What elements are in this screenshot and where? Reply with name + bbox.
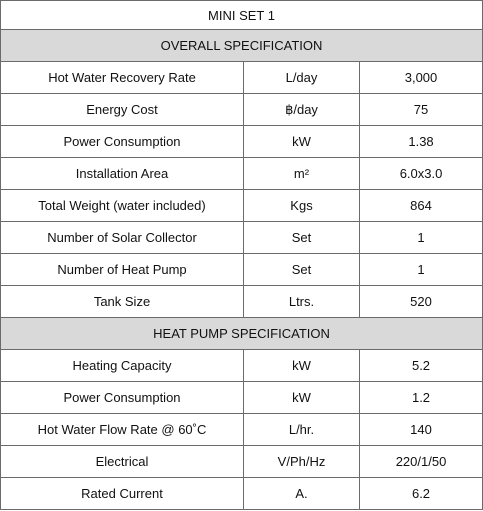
spec-unit: Ltrs. (243, 285, 360, 318)
spec-unit: L/hr. (243, 413, 360, 446)
spec-name: Tank Size (0, 285, 244, 318)
spec-row: Hot Water Recovery Rate L/day 3,000 (0, 61, 483, 94)
spec-row: Number of Solar Collector Set 1 (0, 221, 483, 254)
spec-name: Power Consumption (0, 381, 244, 414)
spec-row: Electrical V/Ph/Hz 220/1/50 (0, 445, 483, 478)
spec-row: Power Consumption kW 1.38 (0, 125, 483, 158)
spec-unit: kW (243, 381, 360, 414)
spec-value: 75 (358, 93, 483, 126)
spec-value: 864 (358, 189, 483, 222)
spec-name: Installation Area (0, 157, 244, 190)
spec-row: Total Weight (water included) Kgs 864 (0, 189, 483, 222)
spec-unit: Set (243, 221, 360, 254)
spec-name: Hot Water Recovery Rate (0, 61, 244, 94)
spec-value: 3,000 (358, 61, 483, 94)
spec-name: Total Weight (water included) (0, 189, 244, 222)
spec-row: Energy Cost ฿/day 75 (0, 93, 483, 126)
spec-value: 1.2 (358, 381, 483, 414)
spec-name: Power Consumption (0, 125, 244, 158)
spec-name: Energy Cost (0, 93, 244, 126)
spec-value: 520 (358, 285, 483, 318)
spec-unit: Set (243, 253, 360, 286)
spec-value: 6.2 (358, 477, 483, 510)
spec-unit: kW (243, 349, 360, 382)
spec-name: Number of Solar Collector (0, 221, 244, 254)
title-row: MINI SET 1 (0, 0, 483, 30)
section-row: HEAT PUMP SPECIFICATION (0, 317, 483, 350)
spec-unit: m² (243, 157, 360, 190)
spec-name: Heating Capacity (0, 349, 244, 382)
section-heading: HEAT PUMP SPECIFICATION (0, 317, 483, 350)
spec-row: Installation Area m² 6.0x3.0 (0, 157, 483, 190)
spec-name: Rated Current (0, 477, 244, 510)
section-row: OVERALL SPECIFICATION (0, 29, 483, 62)
spec-unit: ฿/day (243, 93, 360, 126)
spec-value: 1 (358, 253, 483, 286)
table-title: MINI SET 1 (0, 0, 483, 30)
spec-name: Hot Water Flow Rate @ 60˚C (0, 413, 244, 446)
spec-value: 140 (358, 413, 483, 446)
spec-unit: L/day (243, 61, 360, 94)
spec-value: 1.38 (358, 125, 483, 158)
spec-row: Tank Size Ltrs. 520 (0, 285, 483, 318)
spec-name: Number of Heat Pump (0, 253, 244, 286)
spec-value: 5.2 (358, 349, 483, 382)
spec-value: 220/1/50 (358, 445, 483, 478)
spec-row: Rated Current A. 6.2 (0, 477, 483, 510)
spec-unit: V/Ph/Hz (243, 445, 360, 478)
section-heading: OVERALL SPECIFICATION (0, 29, 483, 62)
spec-unit: A. (243, 477, 360, 510)
spec-unit: Kgs (243, 189, 360, 222)
spec-row: Hot Water Flow Rate @ 60˚C L/hr. 140 (0, 413, 483, 446)
spec-row: Number of Heat Pump Set 1 (0, 253, 483, 286)
spec-unit: kW (243, 125, 360, 158)
spec-name: Electrical (0, 445, 244, 478)
spec-value: 1 (358, 221, 483, 254)
spec-row: Power Consumption kW 1.2 (0, 381, 483, 414)
spec-row: Heating Capacity kW 5.2 (0, 349, 483, 382)
spec-value: 6.0x3.0 (358, 157, 483, 190)
